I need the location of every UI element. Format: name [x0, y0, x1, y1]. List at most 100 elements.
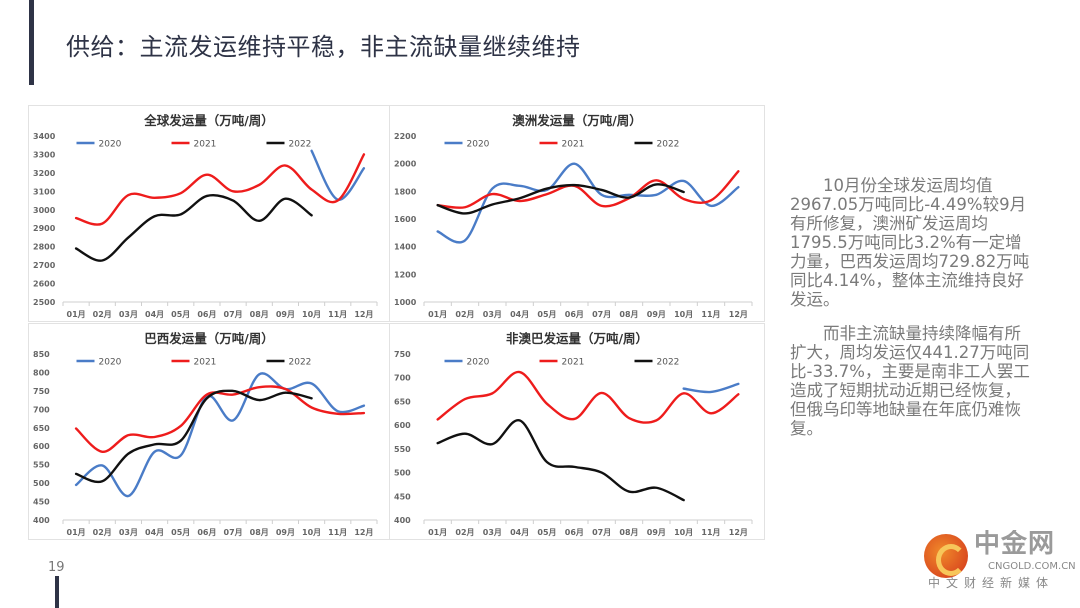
- legend-item-2022: 2022: [266, 358, 311, 368]
- x-tick-label: 10月: [302, 528, 321, 537]
- title-accent-bar: [29, 0, 34, 85]
- y-tick-label: 1200: [394, 270, 417, 279]
- series-line-2022: [436, 183, 685, 215]
- series-line-2022: [436, 419, 685, 502]
- x-tick-label: 06月: [197, 528, 216, 537]
- x-tick-label: 04月: [145, 310, 164, 319]
- x-tick-label: 10月: [302, 310, 321, 319]
- x-tick-label: 09月: [276, 528, 295, 537]
- series-line-2021: [436, 370, 740, 424]
- x-tick-label: 02月: [93, 528, 112, 537]
- x-tick-label: 01月: [67, 310, 86, 319]
- series-line-2022: [74, 389, 313, 484]
- chart-panel-non-au-br: 非澳巴发运量（万吨/周） 2020 2021 2022 400 450 500 550 600 6…: [389, 323, 765, 540]
- x-tick-label: 02月: [93, 310, 112, 319]
- x-tick-label: 08月: [619, 528, 638, 537]
- chart-title: 巴西发运量（万吨/周）: [144, 331, 274, 346]
- x-tick-label: 07月: [224, 528, 243, 537]
- legend-item-2022: 2022: [634, 358, 680, 368]
- y-tick-label: 800: [33, 368, 50, 377]
- x-tick-label: 02月: [455, 528, 474, 537]
- chart-panel-australia: 澳洲发运量（万吨/周） 2020 2021 2022 1000 1200 1400 1600 1…: [389, 105, 765, 322]
- footer-accent-bar: [55, 576, 59, 608]
- legend-item-2022: 2022: [266, 140, 311, 150]
- legend-label: 2021: [562, 358, 585, 368]
- x-tick-label: 01月: [428, 528, 447, 537]
- y-tick-label: 750: [33, 387, 50, 396]
- y-tick-label: 650: [394, 397, 411, 406]
- x-tick-label: 09月: [276, 310, 295, 319]
- series-line-2020: [436, 162, 740, 244]
- legend-item-2020: 2020: [444, 358, 490, 368]
- page-number: 19: [48, 560, 65, 575]
- legend-label: 2021: [194, 358, 217, 368]
- y-tick-label: 600: [33, 442, 50, 451]
- x-tick-label: 04月: [510, 528, 529, 537]
- y-tick-label: 400: [33, 516, 50, 525]
- summary-paragraph-mainstream: 10月份全球发运周均值2967.05万吨同比-4.49%较9月有所修复，澳洲矿发…: [790, 176, 1030, 309]
- logo-name: 中金网: [974, 530, 1056, 558]
- x-tick-label: 12月: [354, 528, 373, 537]
- x-tick-label: 10月: [674, 528, 693, 537]
- y-tick-label: 3400: [33, 132, 56, 141]
- x-tick-label: 05月: [171, 310, 190, 319]
- summary-text: 10月份全球发运周均值2967.05万吨同比-4.49%较9月有所修复，澳洲矿发…: [790, 176, 1030, 453]
- y-tick-label: 750: [394, 350, 411, 359]
- x-tick-label: 01月: [67, 528, 86, 537]
- x-tick-label: 06月: [565, 310, 584, 319]
- y-tick-label: 450: [33, 498, 50, 507]
- summary-paragraph-non-mainstream: 而非主流缺量持续降幅有所扩大，周均发运仅441.27万吨同比-33.7%，主要是…: [790, 324, 1030, 438]
- x-tick-label: 12月: [729, 528, 748, 537]
- logo-emblem-icon: [924, 534, 968, 578]
- legend-item-2021: 2021: [171, 140, 217, 150]
- series-line-2020: [310, 149, 366, 201]
- chart-title: 澳洲发运量（万吨/周）: [512, 113, 642, 128]
- cngold-logo: 中金网 CNGOLD.COM.CN 中文财经新媒体: [922, 530, 1077, 592]
- y-tick-label: 1800: [394, 187, 417, 196]
- x-tick-label: 05月: [171, 528, 190, 537]
- x-tick-label: 04月: [145, 528, 164, 537]
- y-tick-label: 3100: [33, 187, 56, 196]
- y-tick-label: 550: [33, 461, 50, 470]
- x-tick-label: 11月: [328, 310, 347, 319]
- legend-label: 2022: [657, 140, 680, 150]
- x-tick-label: 07月: [592, 310, 611, 319]
- chart-australia: 澳洲发运量（万吨/周） 2020 2021 2022 1000 1200 1400 1600 1…: [394, 113, 753, 319]
- x-tick-label: 03月: [483, 310, 502, 319]
- x-tick-label: 09月: [647, 310, 666, 319]
- x-tick-label: 11月: [701, 310, 720, 319]
- legend-item-2021: 2021: [171, 358, 217, 368]
- chart-title: 全球发运量（万吨/周）: [143, 113, 274, 128]
- y-tick-label: 3300: [33, 150, 56, 159]
- y-tick-label: 2200: [394, 132, 417, 141]
- y-tick-label: 550: [394, 445, 411, 454]
- x-tick-label: 06月: [565, 528, 584, 537]
- y-tick-label: 600: [394, 421, 411, 430]
- legend-label: 2021: [194, 140, 217, 150]
- legend-label: 2022: [657, 358, 680, 368]
- y-tick-label: 2900: [33, 224, 56, 233]
- y-tick-label: 500: [394, 469, 411, 478]
- x-tick-label: 11月: [328, 528, 347, 537]
- x-tick-label: 07月: [592, 528, 611, 537]
- series-line-2021: [74, 153, 366, 226]
- y-tick-label: 450: [394, 492, 411, 501]
- x-tick-label: 03月: [119, 528, 138, 537]
- legend-label: 2020: [99, 140, 122, 150]
- x-tick-label: 06月: [197, 310, 216, 319]
- series-line-2020: [74, 372, 366, 498]
- x-tick-label: 09月: [647, 528, 666, 537]
- x-tick-label: 11月: [701, 528, 720, 537]
- legend-item-2020: 2020: [76, 358, 122, 368]
- chart-non-au-br: 非澳巴发运量（万吨/周） 2020 2021 2022 400 450 500 550 600 6…: [394, 331, 753, 537]
- y-tick-label: 400: [394, 516, 411, 525]
- x-tick-label: 03月: [483, 528, 502, 537]
- y-tick-label: 3000: [33, 206, 56, 215]
- legend-item-2020: 2020: [76, 140, 122, 150]
- x-tick-label: 05月: [537, 310, 556, 319]
- y-tick-label: 2500: [33, 298, 56, 307]
- chart-panel-brazil: 巴西发运量（万吨/周） 2020 2021 2022 400 450 500 550 600 65…: [28, 323, 390, 540]
- legend-label: 2021: [562, 140, 585, 150]
- y-tick-label: 700: [394, 374, 411, 383]
- y-tick-label: 3200: [33, 169, 56, 178]
